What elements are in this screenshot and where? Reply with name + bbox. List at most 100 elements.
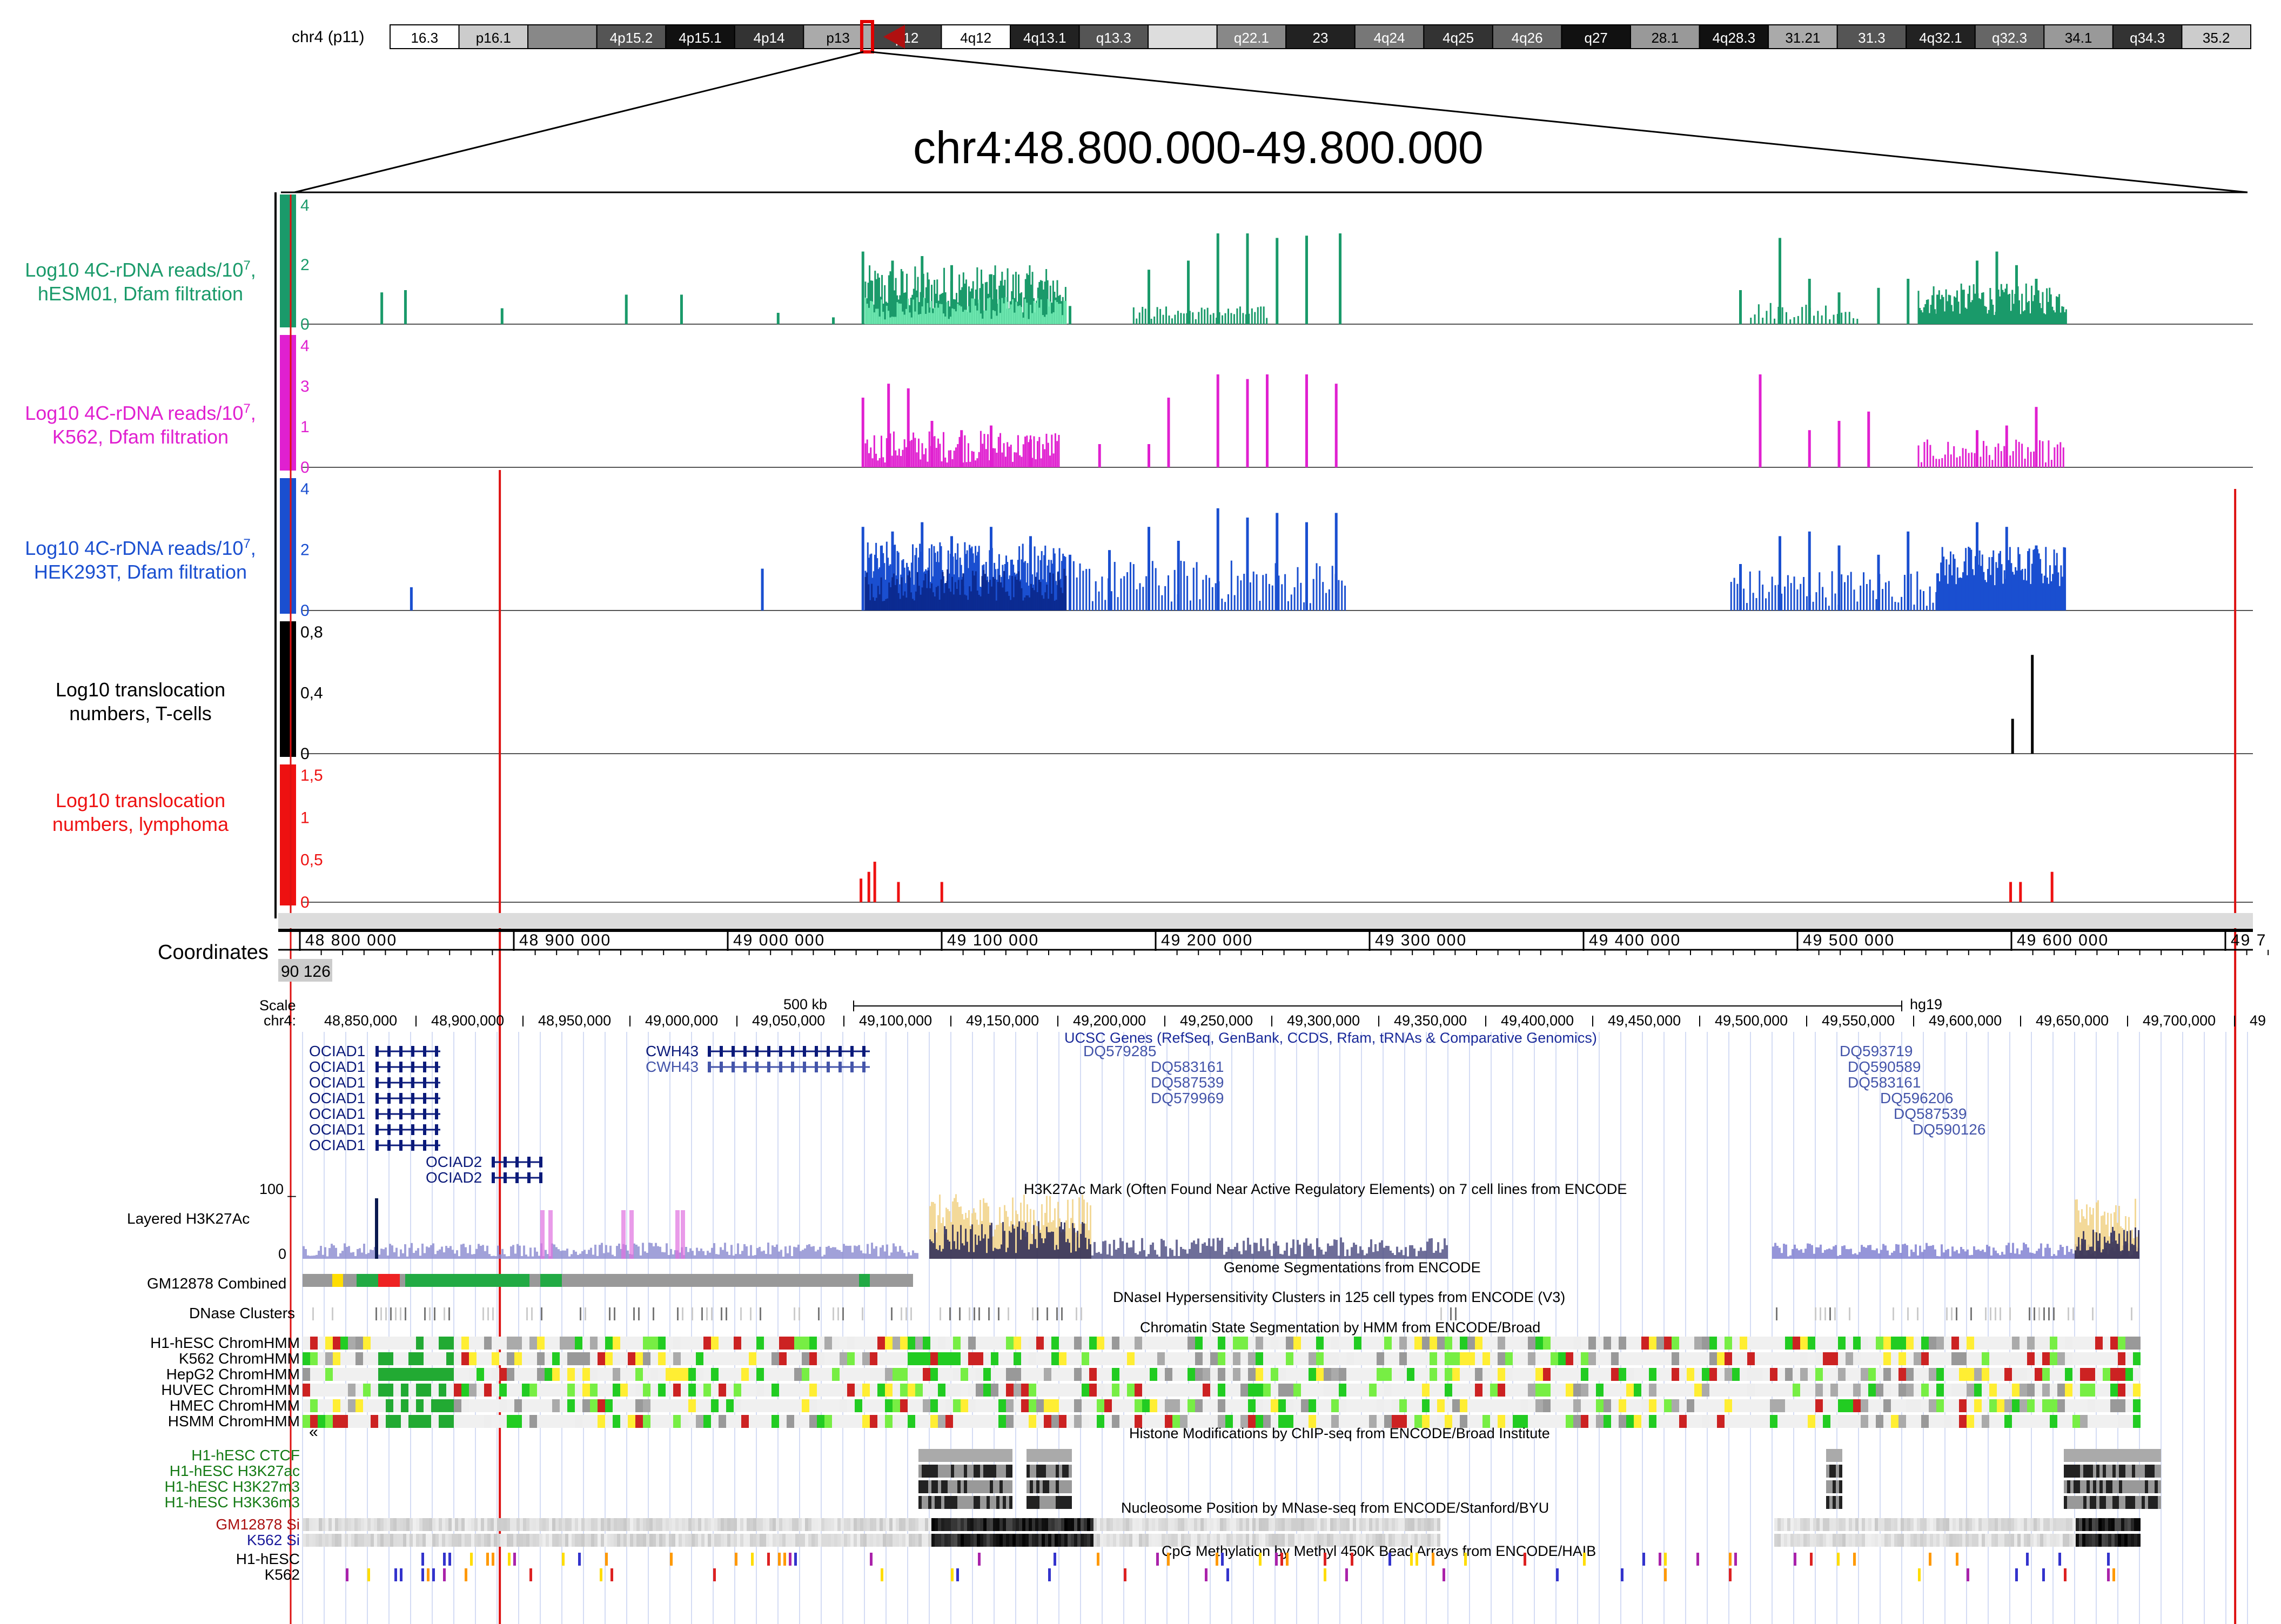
data-bar-texture [2012,304,2015,324]
histone-signal [2129,1480,2132,1493]
data-bar-texture [944,316,947,324]
chromhmm-segment [673,1352,681,1365]
histone-signal [918,1449,922,1462]
chromhmm-segment [1936,1399,1944,1412]
nucleosome-signal [1881,1534,1884,1547]
data-bar-texture [909,571,911,610]
data-bar [860,878,863,902]
nucleosome-signal [1356,1518,1359,1531]
data-bar-texture [990,319,992,324]
data-bar-texture [1982,292,1984,324]
nucleosome-signal [1891,1534,1894,1547]
nucleosome-signal [669,1534,672,1547]
gene-ociad1: OCIAD1 [309,1121,365,1138]
h3k27ac-signal [1014,1229,1015,1259]
nucleosome-signal [1385,1534,1388,1547]
histone-signal [1027,1480,1030,1493]
nucleosome-signal [954,1534,957,1547]
h3k27ac-signal [1426,1242,1428,1259]
chromhmm-segment [734,1399,741,1412]
nucleosome-signal [974,1534,977,1547]
chromhmm-segment [340,1337,348,1350]
h3k27ac-signal [2014,1253,2016,1259]
data-bar-texture [1800,583,1802,610]
chromhmm-segment [1959,1368,1967,1381]
h3k27ac-signal [2049,1247,2051,1259]
cpg-mark [1410,1553,1413,1566]
chromhmm-segment [794,1337,802,1350]
nucleosome-signal [883,1534,886,1547]
histone-signal [2158,1465,2161,1478]
nucleosome-signal [1132,1518,1136,1531]
data-bar-texture [2022,311,2024,324]
chromhmm-segment [2118,1368,2125,1381]
nucleosome-signal [666,1518,669,1531]
chromhmm-segment [1717,1415,1725,1428]
chromhmm-segment [1543,1384,1551,1397]
data-bar-texture [1205,575,1207,610]
h3k27ac-signal [984,1234,986,1259]
chromhmm-segment [1377,1368,1384,1381]
chromhmm-segment [1974,1384,1982,1397]
nucleosome-signal [1055,1518,1058,1531]
histone-signal [1065,1480,1069,1493]
chromhmm-segment [1051,1337,1059,1350]
h3k27ac-peak [681,1210,685,1259]
data-bar-texture [2015,299,2017,324]
y-tick-hek293t: 4 [300,480,310,498]
histone-signal [2103,1496,2106,1509]
histone-signal [964,1449,967,1462]
data-bar-texture [1029,435,1031,467]
ucsc-position-label: 49,450,000 [1608,1012,1681,1029]
data-bar [1276,513,1279,610]
chromhmm-segment [643,1415,650,1428]
nucleosome-signal [303,1534,306,1547]
h3k27ac-signal [2081,1209,2083,1259]
histone-signal [1030,1480,1033,1493]
chromhmm-segment [1324,1384,1331,1397]
data-bar-texture [2030,452,2032,467]
data-bar-texture [1227,594,1229,610]
h3k27ac-signal [2118,1206,2120,1259]
h3k27ac-signal [838,1250,841,1259]
nucleosome-signal [1917,1534,1920,1547]
h3k27ac-signal [1225,1251,1227,1259]
data-bar-texture [964,283,966,324]
nucleosome-signal [332,1534,335,1547]
h3k27ac-signal [1137,1254,1139,1259]
data-bar-texture [1230,560,1232,610]
data-bar-texture [1002,587,1004,610]
chromhmm-segment [1982,1368,1989,1381]
data-bar-texture [1180,560,1182,610]
h3k27ac-signal [1984,1252,1986,1259]
chromhmm-segment [492,1368,499,1381]
nucleosome-signal [1301,1534,1304,1547]
chromhmm-segment [1997,1352,2004,1365]
h3k27ac-signal [1828,1248,1830,1259]
histone-signal [2138,1449,2142,1462]
histone-signal [1826,1465,1829,1478]
h3k27ac-signal [2036,1251,2038,1259]
data-bar-texture [1022,543,1024,610]
histone-signal [2090,1449,2093,1462]
h3k27ac-signal [1086,1249,1088,1259]
nucleosome-signal [727,1534,730,1547]
data-bar-texture [1218,581,1220,610]
data-bar-texture [869,265,871,324]
data-bar-texture [2021,569,2023,610]
nucleosome-signal [491,1518,494,1531]
gene-exon [411,1093,414,1104]
nucleosome-signal [743,1518,747,1531]
data-bar-texture [1027,274,1029,324]
h3k27ac-signal [501,1249,504,1259]
data-bar-texture [1281,584,1283,610]
data-bar-texture [1051,303,1053,324]
data-bar-texture [867,283,869,324]
chromhmm-segment [802,1399,809,1412]
chromhmm-segment [1422,1415,1430,1428]
cpg-mark [2107,1568,2110,1581]
h3k27ac-signal [1936,1256,1938,1259]
data-bar-texture [1932,602,1934,610]
dnase-cluster [653,1307,654,1320]
data-bar-texture [984,574,987,610]
